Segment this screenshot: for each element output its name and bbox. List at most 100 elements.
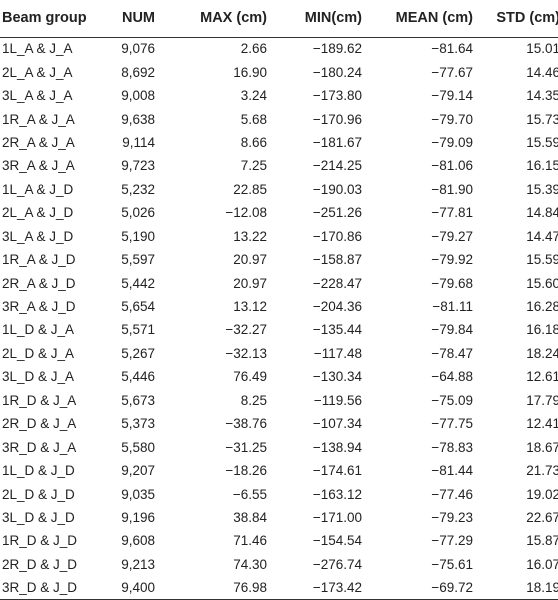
cell-std: 14.47 [526,228,558,244]
cell-beam-group: 3L_D & J_A [2,369,75,385]
table-row: 1L_A & J_A 9,076 2.66 −189.62 −81.64 15.01 [0,37,558,60]
cell-mean: −81.44 [431,463,473,479]
table-body: 1L_A & J_A 9,076 2.66 −189.62 −81.64 15.01 2L_… [0,37,558,600]
table-row: 2R_D & J_A 5,373 −38.76 −107.34 −77.75 12.41 [0,412,558,435]
cell-beam-group: 3L_D & J_D [2,509,75,525]
cell-num: 9,608 [121,533,155,549]
cell-mean: −78.83 [431,439,473,455]
cell-mean: −77.46 [431,486,473,502]
cell-min: −117.48 [313,345,362,361]
cell-mean: −79.27 [431,228,473,244]
cell-beam-group: 1R_A & J_D [2,252,76,268]
cell-num: 9,207 [121,463,155,479]
table-row: 2L_A & J_D 5,026 −12.08 −251.26 −77.81 14.84 [0,201,558,224]
cell-num: 9,196 [121,509,155,525]
cell-std: 18.19 [473,576,558,600]
cell-std: 15.87 [526,533,558,549]
cell-beam-group: 3L_A & J_A [2,88,73,104]
cell-max: 8.66 [240,134,267,150]
cell-beam-group: 1R_D & J_A [2,392,77,408]
cell-max: 8.25 [240,392,267,408]
cell-std: 14.35 [526,88,558,104]
cell-max: 74.30 [233,556,267,572]
table-header-row: Beam group NUM MAX (cm) MIN(cm) MEAN (cm… [0,0,558,38]
cell-num: 8,692 [121,64,155,80]
cell-mean: −77.29 [431,533,473,549]
cell-std: 14.46 [526,64,558,80]
cell-mean: −79.84 [431,322,473,338]
cell-beam-group: 1R_D & J_D [2,533,78,549]
cell-num: 5,267 [121,345,155,361]
cell-num: 5,580 [121,439,155,455]
table-row: 1L_A & J_D 5,232 22.85 −190.03 −81.90 15.39 [0,178,558,201]
cell-num: 5,373 [121,416,155,432]
table-row: 2L_D & J_D 9,035 −6.55 −163.12 −77.46 19.02 [0,482,558,505]
cell-num: 9,035 [121,486,155,502]
cell-mean: −64.88 [431,369,473,385]
cell-mean: −75.09 [431,392,473,408]
table-row: 2L_D & J_A 5,267 −32.13 −117.48 −78.47 18.24 [0,342,558,365]
cell-std: 15.60 [526,275,558,291]
cell-min: −173.42 [267,576,362,600]
table-row: 3R_A & J_D 5,654 13.12 −204.36 −81.11 16.28 [0,295,558,318]
cell-num: 9,114 [122,134,155,150]
cell-std: 16.07 [526,556,558,572]
table-row: 1L_D & J_A 5,571 −32.27 −135.44 −79.84 16.18 [0,318,558,341]
header-num: NUM [103,0,155,38]
cell-max: −18.26 [225,463,267,479]
table-row: 3R_D & J_D 9,400 76.98 −173.42 −69.72 18.19 [0,576,558,600]
cell-max: 13.12 [233,299,267,315]
cell-std: 21.73 [526,463,558,479]
table-row: 2R_A & J_A 9,114 8.66 −181.67 −79.09 15.59 [0,131,558,154]
cell-std: 16.15 [526,158,558,174]
cell-std: 15.73 [526,111,558,127]
cell-min: −158.87 [312,252,362,268]
cell-std: 16.28 [526,299,558,315]
cell-std: 12.41 [526,416,558,432]
cell-min: −154.54 [312,533,362,549]
cell-mean: −81.06 [431,158,473,174]
cell-mean: −79.14 [431,88,473,104]
cell-max: 2.66 [240,41,267,57]
cell-mean: −81.11 [432,299,473,315]
cell-std: 15.59 [526,252,558,268]
table-row: 3L_D & J_D 9,196 38.84 −171.00 −79.23 22.67 [0,506,558,529]
header-beam-group: Beam group [0,0,103,38]
cell-mean: −81.64 [431,41,473,57]
cell-max: 71.46 [233,533,267,549]
header-max: MAX (cm) [155,0,267,38]
cell-std: 15.39 [526,181,558,197]
table-row: 1R_D & J_D 9,608 71.46 −154.54 −77.29 15.87 [0,529,558,552]
cell-min: −130.34 [312,369,362,385]
cell-min: −119.56 [313,392,362,408]
cell-std: 18.24 [526,345,558,361]
cell-max: 20.97 [233,252,267,268]
cell-beam-group: 3R_A & J_A [2,158,75,174]
cell-beam-group: 2R_D & J_D [2,556,78,572]
cell-std: 14.84 [526,205,558,221]
cell-mean: −79.68 [431,275,473,291]
cell-beam-group: 2L_D & J_A [2,345,75,361]
cell-std: 15.01 [526,41,558,57]
cell-mean: −78.47 [431,345,473,361]
cell-min: −190.03 [312,181,362,197]
cell-mean: −77.67 [431,64,473,80]
table-row: 2L_A & J_A 8,692 16.90 −180.24 −77.67 14.46 [0,60,558,83]
cell-beam-group: 2L_A & J_A [2,64,73,80]
cell-mean: −79.09 [431,134,473,150]
cell-max: −32.13 [225,345,267,361]
cell-std: 18.67 [526,439,558,455]
cell-beam-group: 2L_D & J_D [2,486,75,502]
cell-min: −170.96 [312,111,362,127]
cell-max: 16.90 [233,64,267,80]
cell-num: 5,673 [121,392,155,408]
cell-beam-group: 2L_A & J_D [2,205,74,221]
cell-beam-group: 2R_A & J_A [2,134,75,150]
cell-max: 76.98 [155,576,267,600]
header-std: STD (cm) [473,0,558,38]
cell-std: 16.18 [526,322,558,338]
cell-beam-group: 1L_A & J_A [2,41,73,57]
cell-num: 5,190 [121,228,155,244]
